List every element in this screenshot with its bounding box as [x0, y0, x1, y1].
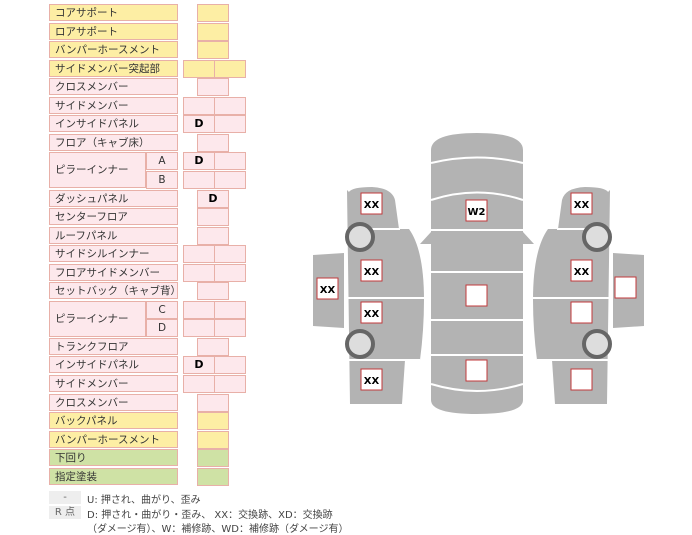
part-sublabel: B [146, 170, 178, 189]
part-label: ロアサポート [49, 22, 178, 40]
legend-key-dash: - [49, 491, 81, 504]
legend-text-w: （ダメージ有）、W：補修跡、WD：補修跡（ダメージ有） [87, 524, 349, 535]
damage-mark-right-rear-fender [570, 368, 593, 391]
damage-mark-left-step: XX [316, 277, 339, 300]
damage-mark-left-rear-door: XX [360, 301, 383, 324]
damage-cell [197, 4, 229, 22]
damage-cell [197, 41, 229, 60]
svg-text:XX: XX [574, 200, 590, 211]
part-label: サイドメンバー突起部 [49, 59, 178, 77]
part-label: フロア（キャブ床） [49, 133, 178, 151]
damage-cell [197, 412, 229, 431]
part-label: トランクフロア [49, 337, 178, 355]
damage-cell: D [183, 356, 215, 375]
part-label: バンパーホースメント [49, 430, 178, 448]
damage-cell [214, 96, 246, 115]
svg-text:XX: XX [574, 267, 590, 278]
legend-text-d: D: 押され・曲がり・歪み、 XX：交換跡、XD：交換跡 [87, 510, 333, 521]
damage-cell [197, 282, 229, 301]
damage-cell [197, 133, 229, 152]
part-sublabel: D [146, 319, 178, 338]
wheel-icon [345, 329, 375, 359]
damage-cell [214, 170, 246, 189]
part-label: インサイドパネル [49, 356, 178, 374]
damage-cell: D [197, 189, 229, 208]
damage-mark-right-rear-door [570, 301, 593, 324]
damage-cell: D [183, 152, 215, 171]
svg-text:W2: W2 [468, 207, 486, 218]
damage-cell: D [183, 115, 215, 134]
damage-cell [197, 430, 229, 449]
damage-cell [197, 467, 229, 486]
part-sublabel: A [146, 152, 178, 171]
part-label: コアサポート [49, 4, 178, 21]
part-label: クロスメンバー [49, 78, 178, 96]
damage-cell [214, 263, 246, 282]
part-label: ピラーインナー [49, 300, 146, 337]
part-label: サイドメンバー [49, 375, 178, 392]
wheel-icon [582, 222, 612, 252]
damage-mark-right-step [614, 276, 637, 299]
part-label: ピラーインナー [49, 152, 146, 189]
part-label: ダッシュパネル [49, 189, 178, 207]
damage-cell [214, 375, 246, 393]
svg-text:XX: XX [320, 285, 336, 296]
wheel-icon [345, 222, 375, 252]
damage-cell [197, 449, 229, 468]
damage-mark-roof-roof-mid [465, 284, 488, 307]
part-sublabel: C [146, 300, 178, 319]
damage-cell [197, 226, 229, 245]
part-label: センターフロア [49, 208, 178, 226]
damage-mark-left-front-door: XX [360, 259, 383, 282]
svg-text:XX: XX [364, 200, 380, 211]
legend-text-u: U: 押され、曲がり、歪み [87, 495, 201, 506]
damage-cell [214, 115, 246, 134]
damage-mark-left-front-fender: XX [360, 192, 383, 215]
damage-mark-right-front-fender: XX [570, 192, 593, 215]
wheel-icon [582, 329, 612, 359]
svg-text:XX: XX [364, 309, 380, 320]
damage-cell [214, 319, 246, 338]
part-label: サイドシルインナー [49, 245, 178, 263]
car-body-top [420, 133, 534, 414]
part-label: サイドメンバー [49, 96, 178, 114]
damage-cell [214, 59, 246, 78]
svg-text:XX: XX [364, 267, 380, 278]
part-label: ルーフパネル [49, 226, 178, 244]
part-label: セットバック（キャブ背） [49, 282, 181, 300]
damage-cell [197, 78, 229, 97]
part-label: 指定塗装 [49, 467, 178, 485]
damage-cell [214, 152, 246, 171]
damage-cell [197, 337, 229, 356]
svg-text:XX: XX [364, 376, 380, 387]
damage-cell [197, 22, 229, 41]
part-label: インサイドパネル [49, 115, 178, 133]
damage-mark-roof-roof-front: W2 [465, 199, 488, 222]
damage-cell [214, 356, 246, 375]
damage-cell [197, 393, 229, 412]
damage-cell [197, 208, 229, 227]
part-label: バックパネル [49, 412, 178, 430]
legend-key-r: R 点 [49, 506, 81, 519]
part-label: バンパーホースメント [49, 41, 178, 59]
part-label: 下回り [49, 449, 178, 467]
damage-mark-left-rear-fender: XX [360, 368, 383, 391]
damage-cell [214, 245, 246, 264]
damage-mark-roof-trunk [465, 359, 488, 382]
damage-mark-right-front-door: XX [570, 259, 593, 282]
part-label: フロアサイドメンバー [49, 263, 178, 281]
damage-cell [214, 300, 246, 319]
part-label: クロスメンバー [49, 393, 178, 411]
